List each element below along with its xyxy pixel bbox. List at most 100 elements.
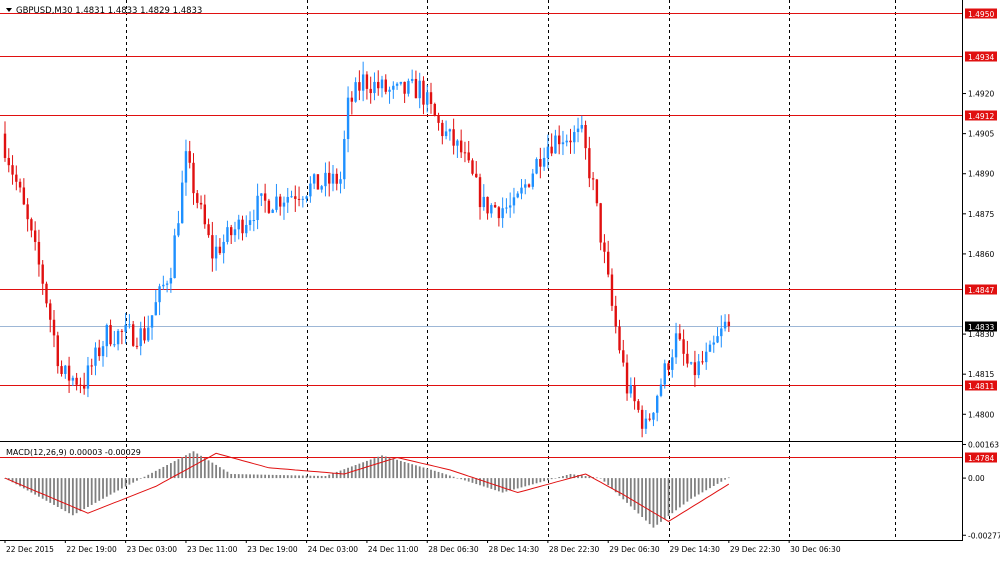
candle-body [71,377,75,381]
candle-body [15,174,18,182]
time-tick-label: 23 Dec 11:00 [187,545,238,554]
macd-bar [38,478,40,497]
candle-body [723,321,727,329]
macd-bar [324,476,327,479]
candle-body [222,241,225,254]
macd-bar [120,478,123,489]
price-level-label: 1.4934 [968,53,994,62]
macd-bar [497,478,500,492]
macd-bar [464,478,466,481]
macd-bar [94,478,97,503]
macd-bar [712,478,715,486]
candle-body [256,195,259,221]
macd-bar [396,459,398,479]
macd-bar [26,478,29,491]
candle-body [418,80,421,99]
macd-bar [656,478,659,525]
macd-bar [143,476,146,479]
candle-body [380,79,384,89]
macd-bar [181,457,184,479]
macd-bar [230,473,233,479]
macd-tick-label: -0.00277 [968,531,1000,540]
candle-body [576,128,580,133]
time-tick-label: 28 Dec 06:30 [428,545,479,554]
candle-body [124,324,127,332]
candle-body [335,173,338,184]
candle-body [248,220,252,225]
candle-body [603,242,606,252]
candle-body [169,278,173,284]
candle-body [30,219,33,231]
macd-bar [709,478,711,489]
macd-bar [543,478,546,482]
macd-bar [588,476,591,479]
candle-body [177,223,180,236]
macd-bar [565,475,568,479]
macd-bar [509,478,512,491]
macd-bar [652,478,655,528]
macd-bar [15,478,18,485]
macd-bar [415,465,417,479]
candle-body [531,173,534,187]
macd-bar [727,477,730,479]
macd-bar [603,478,606,482]
candle-body [437,115,440,123]
dropdown-triangle-icon[interactable] [6,8,12,12]
price-level-label: 1.4950 [968,10,994,19]
macd-bar [139,478,142,479]
candle-body [535,159,538,174]
macd-bar [663,478,666,519]
price-tick-label: 1.4920 [968,90,994,99]
candle-body [490,205,493,214]
candle-body [508,205,512,208]
macd-bar [124,478,127,487]
macd-bar [411,464,414,479]
time-tick-label: 29 Dec 14:30 [670,545,721,554]
macd-header: MACD(12,26,9) 0.00003 -0.00029 [6,448,141,457]
candle-body [554,135,557,154]
horizontal-levels[interactable]: 1.4950 1.4934 1.4912 1.4847 1.4811 1.4784 1.48… [0,8,997,464]
candle-body [369,88,372,94]
candle-body [429,92,433,104]
candle-body [320,186,323,190]
macd-bar [298,475,300,479]
candle-body [689,362,693,364]
macd-bar [448,475,451,479]
macd-bar [482,478,485,487]
macd-bar [369,459,372,479]
macd-bar [196,453,199,479]
macd-bar [584,476,587,479]
macd-bar [562,476,564,479]
candle-body [343,139,346,180]
candle-body [79,384,82,386]
macd-bar [705,478,708,491]
macd-bar [422,467,425,479]
macd-bar [192,451,195,479]
candle-body [377,81,380,89]
candle-body [720,328,723,337]
macd-bar [614,478,617,493]
candle-body [41,264,44,284]
candle-body [542,157,546,167]
candle-body [565,140,568,143]
candle-body [98,347,101,357]
macd-bar [71,478,74,516]
candle-body [546,146,550,158]
candlestick-series [3,61,731,438]
candle-body [550,146,553,154]
candle-body [475,173,478,178]
candle-body [350,97,354,102]
candle-body [297,198,301,200]
candle-body [478,177,482,208]
candle-body [716,336,719,343]
macd-bar [629,478,632,507]
macd-bar [215,464,218,479]
macd-bar [98,478,101,501]
candle-body [486,196,489,214]
macd-bar [388,457,391,479]
macd-bar [64,478,67,512]
candle-body [697,361,700,376]
macd-bar [301,475,304,479]
